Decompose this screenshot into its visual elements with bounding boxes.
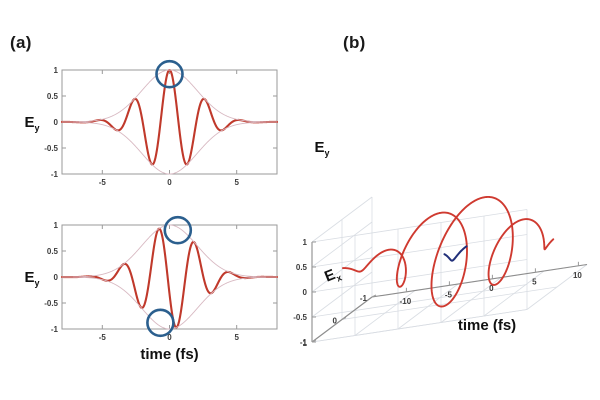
x-tick-label: 5	[234, 333, 239, 342]
y-tick-label: 0.5	[47, 247, 59, 256]
time-axis-title: time (fs)	[458, 317, 516, 334]
annotation-circle	[163, 215, 193, 245]
ey-tick-label: -0.5	[293, 313, 307, 322]
time-tick-label: 10	[573, 271, 582, 280]
helix-waveform	[342, 196, 555, 308]
ex-tick-label: -1	[360, 294, 368, 303]
y-axis-title: Ey	[24, 269, 39, 288]
ey-axis-title: Ey	[314, 139, 329, 158]
plot-panel-a-bottom: -5 0 5 1 0.5 0 -0.5 -1 Ey time (fs)	[24, 215, 279, 363]
x-tick-label: 5	[234, 178, 239, 187]
y-axis-title-subscript: y	[35, 123, 40, 133]
y-tick-label: 0	[54, 118, 59, 127]
time-tick-label: -10	[400, 297, 412, 306]
ex-tick-label: 1	[303, 339, 308, 348]
envelope-curve	[62, 121, 277, 175]
ex-axis-title: Ex	[322, 264, 343, 287]
x-axis-title: time (fs)	[140, 346, 198, 363]
x-tick-label: -5	[99, 178, 107, 187]
panel-label-a: (a)	[10, 33, 32, 52]
y-axis-title-subscript: y	[35, 278, 40, 288]
time-tick-label: 0	[489, 284, 494, 293]
ey-tick-label: -1	[300, 338, 308, 347]
envelope-curve	[62, 224, 277, 278]
y-tick-label: -1	[51, 170, 59, 179]
ey-tick-label: 0.5	[296, 263, 308, 272]
time-tick-label: -5	[445, 290, 453, 299]
annotation-circle	[146, 308, 175, 338]
y-tick-label: 1	[54, 221, 59, 230]
time-tick-label: 5	[532, 277, 537, 286]
grid-line	[311, 259, 528, 293]
grid-line	[311, 234, 528, 268]
plot-panel-a-top: -5 0 5 1 0.5 0 -0.5 -1 Ey	[24, 59, 279, 187]
x-tick-label: 0	[167, 333, 172, 342]
ey-tick-label: 0	[303, 288, 308, 297]
grid-line	[311, 309, 528, 343]
ex-tick-label: 0	[333, 317, 338, 326]
annotation-circle	[155, 59, 184, 89]
y-tick-label: 0.5	[47, 92, 59, 101]
x-tick-label: -5	[99, 333, 107, 342]
inner-blue-trace	[443, 245, 468, 262]
envelope-curve	[62, 276, 277, 330]
y-tick-label: 1	[54, 66, 59, 75]
ex-tick	[341, 317, 347, 320]
y-tick-label: -1	[51, 325, 59, 334]
time-axis-line	[371, 263, 588, 298]
panel-label-b: (b)	[343, 33, 366, 52]
x-tick-label: 0	[167, 178, 172, 187]
ey-tick-label: 1	[303, 238, 308, 247]
ex-tick	[311, 339, 317, 343]
y-tick-label: -0.5	[44, 299, 58, 308]
grid-line	[311, 284, 528, 318]
ex-tick	[371, 294, 377, 298]
y-tick-label: -0.5	[44, 144, 58, 153]
envelope-curve	[62, 69, 277, 123]
y-tick-label: 0	[54, 273, 59, 282]
y-axis-title: Ey	[24, 114, 39, 133]
field-waveform	[60, 227, 279, 329]
